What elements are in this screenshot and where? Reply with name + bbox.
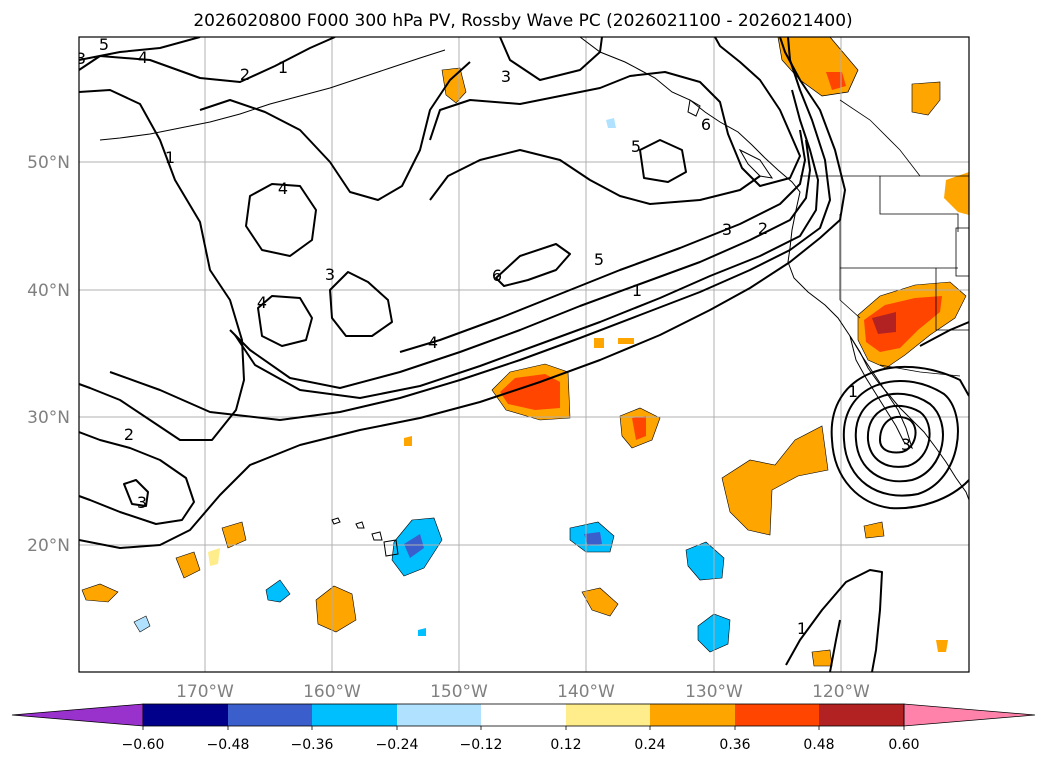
anomaly-positive [863, 521, 885, 539]
anomaly-positive [936, 640, 948, 652]
anomaly-negative-weak [606, 118, 616, 128]
lat-label: 20°N [27, 536, 70, 556]
colorbar-label: −0.24 [376, 737, 419, 753]
anomaly-positive [618, 338, 634, 344]
colorbar-label: −0.36 [291, 737, 334, 753]
political-borders [800, 99, 969, 377]
contour-label: 6 [701, 115, 711, 134]
contour-label: 1 [165, 148, 175, 167]
contour-label: 4 [428, 333, 438, 352]
contour-label: 2 [124, 425, 134, 444]
lat-label: 30°N [27, 408, 70, 428]
anomaly-positive [441, 67, 467, 104]
map-background [79, 37, 969, 672]
anomaly-negative-weak [133, 615, 151, 633]
anomaly-negative [418, 628, 426, 636]
lat-label: 50°N [27, 153, 70, 173]
anomaly-positive [581, 587, 619, 617]
contour-label: 5 [99, 35, 109, 54]
contour-label: 4 [278, 179, 288, 198]
anomaly-positive [594, 338, 604, 348]
contour-label: 6 [492, 266, 502, 285]
anomaly-negative [265, 579, 291, 603]
anomaly-positive-strongest [872, 312, 896, 334]
lat-label: 40°N [27, 281, 70, 301]
contour-label: 4 [257, 293, 267, 312]
contour-label: 3 [325, 265, 335, 284]
lon-label: 160°W [303, 682, 361, 702]
colorbar-extend-left [11, 703, 144, 727]
anomaly-negative-strong [404, 534, 424, 558]
lon-label: 140°W [557, 682, 615, 702]
map-title: 2026020800 F000 300 hPa PV, Rossby Wave … [193, 11, 852, 31]
colorbar-segment [819, 704, 904, 726]
anomaly-positive-strong [632, 416, 646, 440]
colorbar-segment [397, 704, 481, 726]
contour-label: 5 [594, 250, 604, 269]
colorbar-label: 0.60 [888, 737, 919, 753]
lon-label: 170°W [176, 682, 234, 702]
contour-label: 1 [797, 619, 807, 638]
colorbar-segment [143, 704, 228, 726]
shaded-anomalies [81, 37, 969, 667]
contour-label: 3 [501, 67, 511, 86]
colorbar-label: −0.48 [207, 737, 250, 753]
colorbar-label: 0.12 [550, 737, 581, 753]
lon-label: 120°W [812, 682, 870, 702]
contour-label: 2 [758, 219, 768, 238]
lon-label: 130°W [685, 682, 743, 702]
contour-label: 4 [138, 48, 148, 67]
anomaly-negative-strong [584, 532, 602, 546]
pv-contours [79, 37, 969, 672]
colorbar-segment [312, 704, 397, 726]
contour-labels: 5 4 3 2 1 1 4 3 4 4 3 5 6 5 1 3 2 2 3 1 … [76, 35, 911, 638]
anomaly-positive [81, 583, 119, 603]
anomaly-positive [175, 551, 201, 579]
colorbar-extend-right [903, 703, 1036, 727]
anomaly-positive-weak [208, 548, 220, 566]
colorbar-segment [735, 704, 819, 726]
longitude-labels: 170°W 160°W 150°W 140°W 130°W 120°W [176, 682, 870, 702]
anomaly-positive [911, 81, 941, 116]
map-frame [78, 36, 970, 673]
contour-label: 5 [631, 137, 641, 156]
map-area: 5 4 3 2 1 1 4 3 4 4 3 5 6 5 1 3 2 2 3 1 … [76, 35, 969, 672]
anomaly-positive-strong [500, 374, 560, 410]
colorbar-label: 0.36 [719, 737, 750, 753]
contour-label: 1 [848, 382, 858, 401]
colorbar: −0.60 −0.48 −0.36 −0.24 −0.12 0.12 0.24 … [11, 703, 1036, 753]
contour-label: 1 [632, 281, 642, 300]
anomaly-positive [721, 425, 829, 536]
colorbar-segment [650, 704, 735, 726]
anomaly-positive [944, 172, 969, 215]
contour-label: 1 [278, 58, 288, 77]
anomaly-positive [221, 521, 247, 549]
latitude-labels: 50°N 40°N 30°N 20°N [27, 153, 70, 556]
coastlines [99, 37, 969, 557]
contour-label: 3 [76, 49, 86, 68]
colorbar-label: 0.48 [803, 737, 834, 753]
anomaly-positive [811, 649, 833, 667]
anomaly-positive [404, 436, 412, 446]
colorbar-label: −0.12 [460, 737, 503, 753]
colorbar-label: 0.24 [634, 737, 665, 753]
contour-label: 3 [722, 220, 732, 239]
colorbar-ticks [142, 726, 905, 730]
anomaly-positive-strong [864, 296, 942, 352]
colorbar-segment [481, 704, 566, 726]
colorbar-label: −0.60 [122, 737, 165, 753]
colorbar-outline [142, 703, 905, 727]
colorbar-segment [228, 704, 312, 726]
colorbar-segment [566, 704, 650, 726]
contour-label: 2 [240, 65, 250, 84]
gridlines [79, 37, 969, 672]
contour-label: 3 [137, 493, 147, 512]
contour-label: 3 [901, 435, 911, 454]
anomaly-positive [315, 585, 357, 633]
lon-label: 150°W [430, 682, 488, 702]
